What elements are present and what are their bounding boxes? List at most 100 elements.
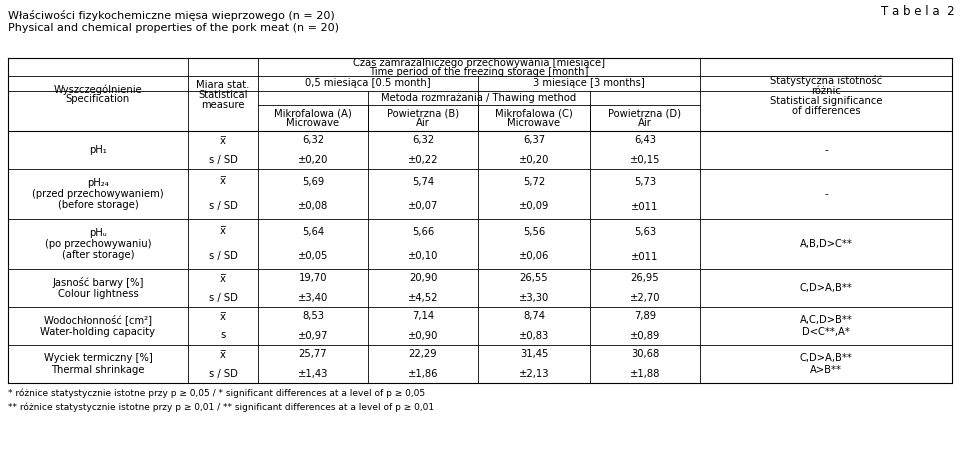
Text: Statistical: Statistical bbox=[199, 89, 248, 100]
Text: Air: Air bbox=[638, 118, 652, 128]
Text: 5,63: 5,63 bbox=[634, 226, 656, 237]
Text: measure: measure bbox=[202, 100, 245, 110]
Text: 19,70: 19,70 bbox=[299, 274, 327, 283]
Text: 26,55: 26,55 bbox=[519, 274, 548, 283]
Text: Time period of the freezing storage [month]: Time period of the freezing storage [mon… bbox=[370, 67, 588, 77]
Text: 7,14: 7,14 bbox=[412, 312, 434, 321]
Text: 0,5 miesiąca [0.5 month]: 0,5 miesiąca [0.5 month] bbox=[305, 79, 431, 88]
Text: ±0,20: ±0,20 bbox=[298, 155, 328, 164]
Text: 5,73: 5,73 bbox=[634, 176, 656, 187]
Text: T a b e l a  2: T a b e l a 2 bbox=[881, 5, 955, 18]
Text: ±0,89: ±0,89 bbox=[630, 331, 660, 340]
Text: x̅: x̅ bbox=[220, 226, 226, 237]
Text: s / SD: s / SD bbox=[208, 251, 237, 262]
Text: 5,66: 5,66 bbox=[412, 226, 434, 237]
Text: Mikrofalowa (A): Mikrofalowa (A) bbox=[275, 108, 352, 118]
Text: Specification: Specification bbox=[66, 94, 131, 105]
Text: 3 miesiące [3 months]: 3 miesiące [3 months] bbox=[533, 79, 645, 88]
Text: ±3,40: ±3,40 bbox=[298, 293, 328, 302]
Text: 7,89: 7,89 bbox=[634, 312, 656, 321]
Text: Water-holding capacity: Water-holding capacity bbox=[40, 327, 156, 337]
Text: ±0,10: ±0,10 bbox=[408, 251, 438, 262]
Text: s / SD: s / SD bbox=[208, 293, 237, 302]
Text: Physical and chemical properties of the pork meat (n = 20): Physical and chemical properties of the … bbox=[8, 23, 339, 33]
Text: (po przechowywaniu): (po przechowywaniu) bbox=[45, 239, 152, 249]
Text: Statistical significance: Statistical significance bbox=[770, 95, 882, 106]
Text: A,C,D>B**
D<C**,A*: A,C,D>B** D<C**,A* bbox=[800, 315, 852, 337]
Text: Miara stat.: Miara stat. bbox=[196, 80, 250, 89]
Text: Statystyczna istotność: Statystyczna istotność bbox=[770, 75, 882, 86]
Text: x̅: x̅ bbox=[220, 350, 226, 359]
Text: 5,69: 5,69 bbox=[301, 176, 324, 187]
Text: ±1,43: ±1,43 bbox=[298, 369, 328, 378]
Text: x̅: x̅ bbox=[220, 312, 226, 321]
Text: 5,74: 5,74 bbox=[412, 176, 434, 187]
Text: 8,74: 8,74 bbox=[523, 312, 545, 321]
Text: Microwave: Microwave bbox=[286, 118, 340, 128]
Text: pH₁: pH₁ bbox=[89, 145, 107, 155]
Text: Air: Air bbox=[416, 118, 430, 128]
Text: Jasność barwy [%]: Jasność barwy [%] bbox=[52, 276, 144, 288]
Text: ±0,07: ±0,07 bbox=[408, 201, 438, 212]
Text: C,D>A,B**: C,D>A,B** bbox=[800, 283, 852, 293]
Text: ±0,08: ±0,08 bbox=[298, 201, 328, 212]
Text: C,D>A,B**
A>B**: C,D>A,B** A>B** bbox=[800, 353, 852, 375]
Text: ** różnice statystycznie istotne przy p ≥ 0,01 / ** significant differences at a: ** różnice statystycznie istotne przy p … bbox=[8, 402, 434, 412]
Text: s / SD: s / SD bbox=[208, 201, 237, 212]
Text: 5,72: 5,72 bbox=[523, 176, 545, 187]
Text: 25,77: 25,77 bbox=[299, 350, 327, 359]
Text: 26,95: 26,95 bbox=[631, 274, 660, 283]
Text: pH₂₄: pH₂₄ bbox=[87, 178, 108, 188]
Text: ±0,15: ±0,15 bbox=[630, 155, 660, 164]
Text: Wodochłonność [cm²]: Wodochłonność [cm²] bbox=[44, 314, 152, 325]
Text: x̅: x̅ bbox=[220, 274, 226, 283]
Text: -: - bbox=[825, 189, 828, 199]
Text: of differences: of differences bbox=[792, 106, 860, 115]
Text: 31,45: 31,45 bbox=[519, 350, 548, 359]
Text: Wyciek termiczny [%]: Wyciek termiczny [%] bbox=[43, 353, 153, 363]
Text: (przed przechowywaniem): (przed przechowywaniem) bbox=[33, 189, 164, 199]
Text: x̅: x̅ bbox=[220, 136, 226, 145]
Text: pHᵤ: pHᵤ bbox=[89, 228, 107, 238]
Text: ±1,86: ±1,86 bbox=[408, 369, 439, 378]
Text: 20,90: 20,90 bbox=[409, 274, 437, 283]
Text: ±0,90: ±0,90 bbox=[408, 331, 438, 340]
Text: A,B,D>C**: A,B,D>C** bbox=[800, 239, 852, 249]
Text: Powietrzna (B): Powietrzna (B) bbox=[387, 108, 459, 118]
Text: 6,32: 6,32 bbox=[412, 136, 434, 145]
Text: ±011: ±011 bbox=[632, 201, 659, 212]
Text: ±0,22: ±0,22 bbox=[408, 155, 439, 164]
Text: Microwave: Microwave bbox=[508, 118, 561, 128]
Text: ±4,52: ±4,52 bbox=[408, 293, 439, 302]
Text: ±0,06: ±0,06 bbox=[518, 251, 549, 262]
Text: Colour lightness: Colour lightness bbox=[58, 289, 138, 299]
Text: x̅: x̅ bbox=[220, 176, 226, 187]
Text: Czas zamrażalniczego przechowywania [miesiące]: Czas zamrażalniczego przechowywania [mie… bbox=[353, 58, 605, 68]
Text: Powietrzna (D): Powietrzna (D) bbox=[609, 108, 682, 118]
Text: s: s bbox=[221, 331, 226, 340]
Text: różnic: różnic bbox=[811, 86, 841, 95]
Text: ±011: ±011 bbox=[632, 251, 659, 262]
Text: ±3,30: ±3,30 bbox=[518, 293, 549, 302]
Text: 5,56: 5,56 bbox=[523, 226, 545, 237]
Text: ±0,97: ±0,97 bbox=[298, 331, 328, 340]
Text: 30,68: 30,68 bbox=[631, 350, 660, 359]
Text: ±2,70: ±2,70 bbox=[630, 293, 660, 302]
Text: 6,37: 6,37 bbox=[523, 136, 545, 145]
Text: ±0,83: ±0,83 bbox=[518, 331, 549, 340]
Text: ±0,20: ±0,20 bbox=[518, 155, 549, 164]
Text: * różnice statystycznie istotne przy p ≥ 0,05 / * significant differences at a l: * różnice statystycznie istotne przy p ≥… bbox=[8, 388, 425, 398]
Text: -: - bbox=[825, 145, 828, 155]
Text: (before storage): (before storage) bbox=[58, 200, 138, 210]
Text: 6,32: 6,32 bbox=[302, 136, 324, 145]
Text: Metoda rozmrażania / Thawing method: Metoda rozmrażania / Thawing method bbox=[381, 93, 577, 103]
Text: ±2,13: ±2,13 bbox=[518, 369, 549, 378]
Text: s / SD: s / SD bbox=[208, 155, 237, 164]
Text: Thermal shrinkage: Thermal shrinkage bbox=[51, 365, 145, 375]
Text: 8,53: 8,53 bbox=[302, 312, 324, 321]
Text: Właściwości fizykochemiczne mięsa wieprzowego (n = 20): Właściwości fizykochemiczne mięsa wieprz… bbox=[8, 10, 335, 21]
Text: 22,29: 22,29 bbox=[409, 350, 438, 359]
Text: Mikrofalowa (C): Mikrofalowa (C) bbox=[495, 108, 573, 118]
Text: 5,64: 5,64 bbox=[302, 226, 324, 237]
Text: ±0,09: ±0,09 bbox=[518, 201, 549, 212]
